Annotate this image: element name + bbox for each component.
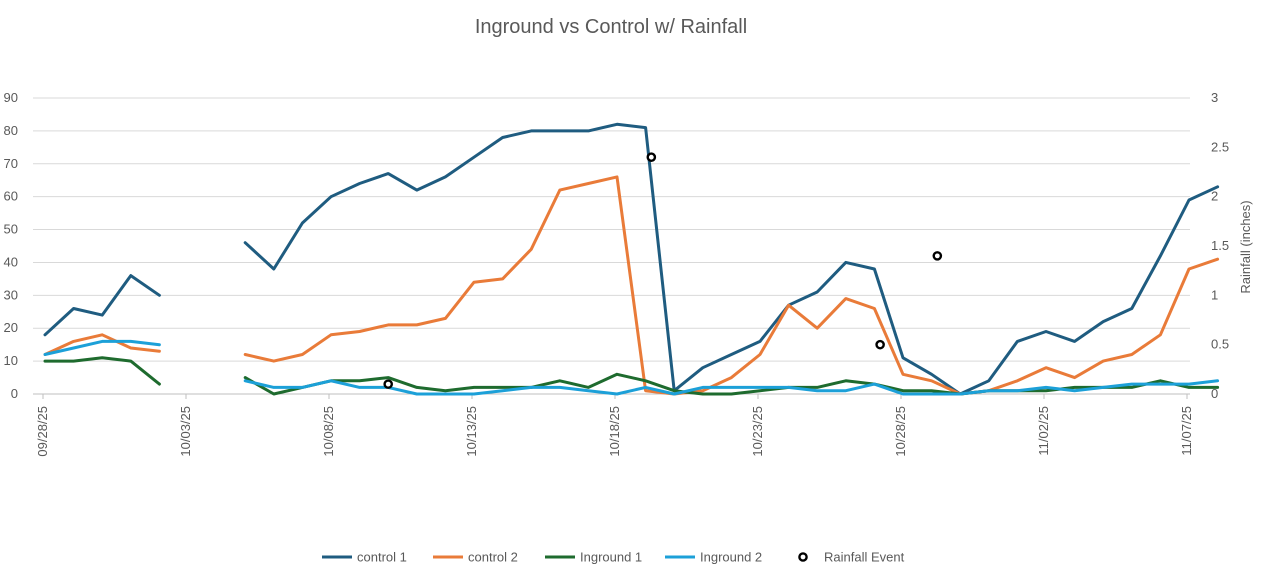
y-tick-label: 70: [4, 156, 18, 171]
x-tick-label: 10/03/25: [178, 406, 193, 457]
x-tick-label: 10/08/25: [321, 406, 336, 457]
chart-title: Inground vs Control w/ Rainfall: [475, 16, 747, 38]
x-axis: 09/28/25 10/03/25 10/08/25 10/13/25 10/18/25…: [35, 394, 1194, 457]
y2-tick-label: 2.5: [1211, 139, 1229, 154]
y2-tick-label: 3: [1211, 90, 1218, 105]
y-tick-label: 90: [4, 90, 18, 105]
x-tick-label: 10/23/25: [750, 406, 765, 457]
rainfall-markers: [383, 152, 943, 389]
legend: control 1 control 2 Inground 1 Inground 2 Ra…: [322, 550, 905, 565]
y2-tick-label: 0.5: [1211, 337, 1229, 352]
y2-axis-title: Rainfall (inches): [1238, 200, 1253, 293]
legend-label: Inground 2: [700, 550, 762, 565]
rainfall-event-marker: [383, 379, 394, 389]
y-tick-label: 10: [4, 353, 18, 368]
x-tick-label: 10/18/25: [607, 406, 622, 457]
rainfall-event-marker: [932, 251, 943, 261]
series-inground-2: [43, 339, 1220, 396]
y-tick-label: 20: [4, 320, 18, 335]
y-tick-label: 40: [4, 254, 18, 269]
x-tick-label: 09/28/25: [35, 406, 50, 457]
x-tick-label: 10/13/25: [464, 406, 479, 457]
legend-label: Inground 1: [580, 550, 642, 565]
legend-label: control 2: [468, 550, 518, 565]
x-tick-label: 11/02/25: [1036, 406, 1051, 456]
series-lines: [43, 122, 1220, 396]
x-tick-label: 11/07/25: [1179, 406, 1194, 456]
rainfall-event-marker: [875, 339, 885, 350]
y-tick-label: 50: [4, 222, 18, 237]
gridlines: [33, 97, 1190, 395]
y2-tick-label: 2: [1211, 189, 1218, 204]
y-tick-label: 80: [4, 123, 18, 138]
legend-label: Rainfall Event: [824, 550, 905, 565]
y-tick-label: 0: [11, 386, 18, 401]
y2-tick-label: 1.5: [1211, 238, 1229, 253]
legend-label: control 1: [357, 550, 407, 565]
y-axis-left: 0 10 20 30 40 50 60 70 80 90: [4, 90, 18, 401]
y-tick-label: 30: [4, 287, 18, 302]
y2-tick-label: 0: [1211, 386, 1218, 401]
rainfall-event-marker: [646, 152, 657, 162]
y2-tick-label: 1: [1211, 287, 1218, 302]
series-control-2: [43, 175, 1220, 396]
legend-swatch: [798, 552, 808, 562]
x-tick-label: 10/28/25: [893, 406, 908, 457]
y-tick-label: 60: [4, 189, 18, 204]
y-axis-right: 0 0.5 1 1.5 2 2.5 3: [1211, 90, 1229, 401]
series-control-1: [43, 122, 1220, 396]
